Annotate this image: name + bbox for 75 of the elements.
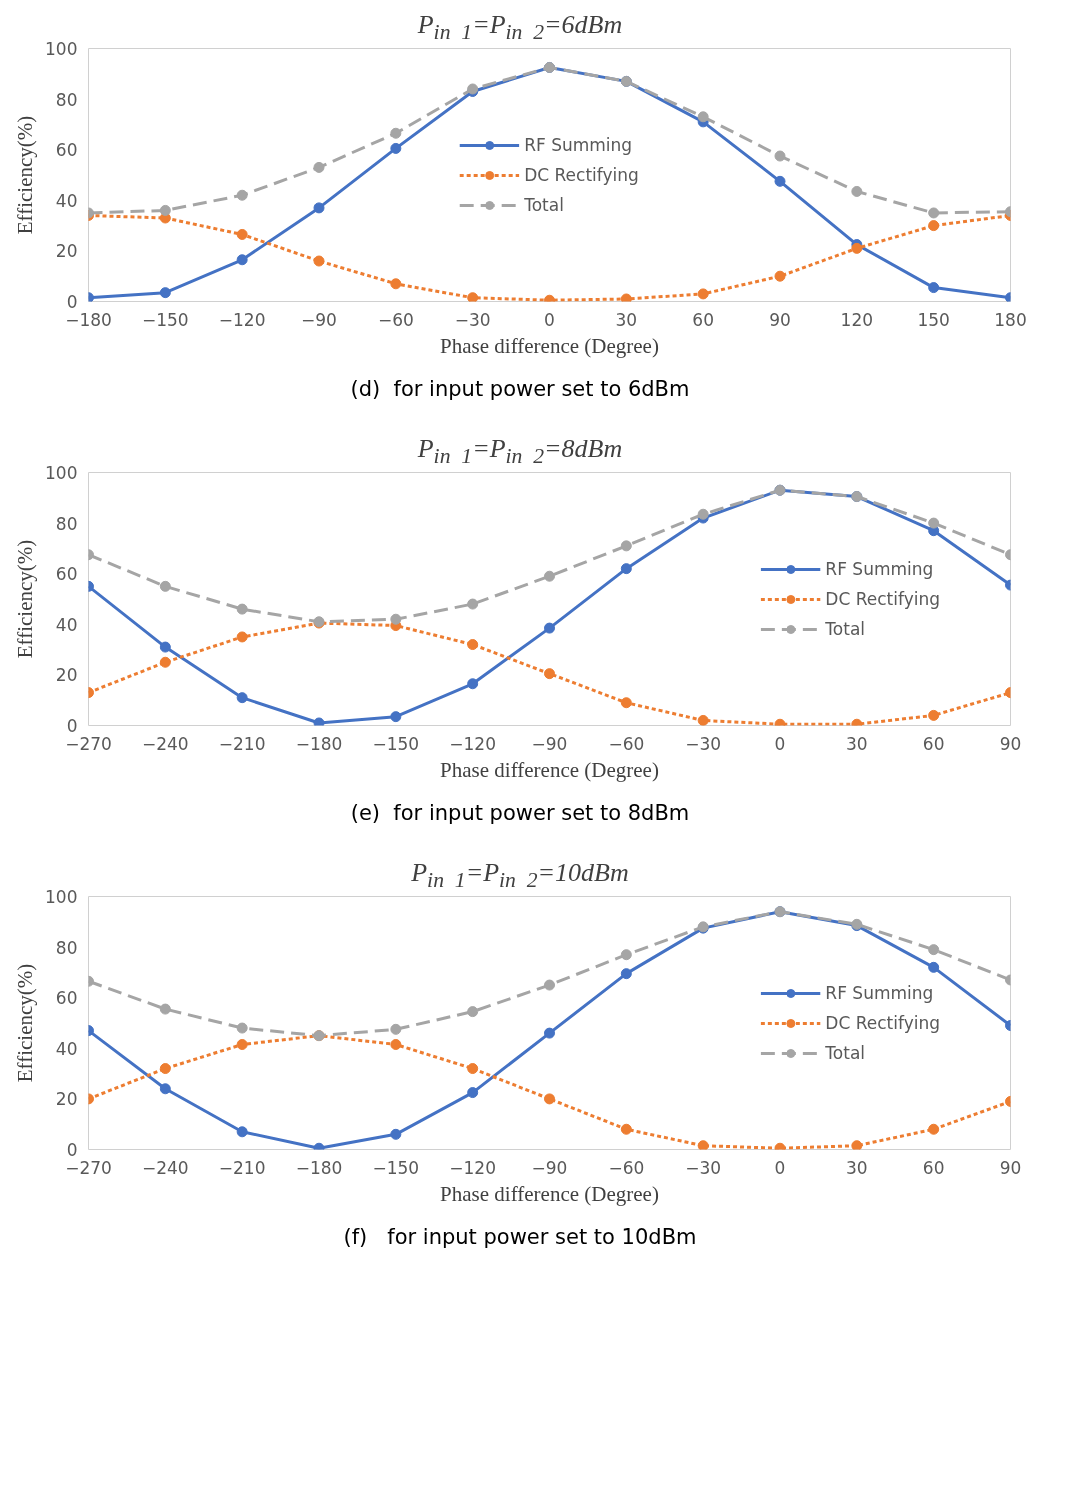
x-tick-label: 0 — [774, 733, 786, 754]
x-tick-label: 180 — [994, 309, 1027, 330]
x-tick-label: −120 — [449, 1157, 497, 1178]
x-tick-label: −150 — [372, 733, 420, 754]
x-tick-label: −60 — [608, 1157, 645, 1178]
y-tick-label: 100 — [45, 39, 78, 59]
y-tick-label: 80 — [55, 937, 78, 958]
legend-label: Total — [524, 194, 564, 215]
x-tick-label: −30 — [685, 1157, 722, 1178]
legend-label: RF Summing — [825, 982, 934, 1003]
legend-label: DC Rectifying — [524, 164, 639, 185]
x-tick-label: −150 — [372, 1157, 420, 1178]
x-tick-label: 60 — [922, 1157, 945, 1178]
x-tick-label: 150 — [917, 309, 950, 330]
x-axis-title: Phase difference (Degree) — [440, 757, 659, 782]
x-tick-label: 120 — [840, 309, 874, 330]
x-tick-label: 90 — [999, 1157, 1022, 1178]
text: (f) for input power set to 10dBm — [342, 1224, 698, 1251]
x-tick-label: −240 — [141, 733, 189, 754]
legend-label: Total — [825, 618, 866, 639]
legend-label: RF Summing — [825, 558, 934, 579]
y-axis-title: Efficiency(%) — [13, 539, 38, 659]
x-tick-label: 30 — [615, 309, 638, 330]
x-tick-label: −210 — [218, 733, 266, 754]
y-tick-label: 0 — [66, 1140, 78, 1160]
x-tick-label: −60 — [377, 309, 414, 330]
y-tick-label: 100 — [45, 887, 78, 907]
x-tick-label: −180 — [295, 1157, 343, 1178]
x-tick-label: −180 — [295, 733, 343, 754]
y-tick-label: 40 — [55, 614, 78, 635]
y-tick-label: 60 — [55, 140, 78, 161]
x-axis-title: Phase difference (Degree) — [440, 333, 659, 358]
y-tick-label: 100 — [45, 463, 78, 483]
x-tick-label: −90 — [301, 309, 337, 330]
y-tick-label: 0 — [66, 292, 78, 312]
text: (e) for input power set to 8dBm — [349, 800, 691, 827]
y-axis-title: Efficiency(%) — [13, 115, 38, 235]
y-tick-label: 40 — [55, 190, 78, 211]
x-tick-label: −90 — [531, 733, 568, 754]
x-tick-label: −180 — [65, 309, 112, 330]
y-tick-label: 20 — [55, 1089, 78, 1110]
x-tick-label: −60 — [608, 733, 645, 754]
y-tick-label: 0 — [66, 716, 78, 736]
x-tick-label: −90 — [531, 1157, 568, 1178]
y-tick-label: 60 — [55, 564, 78, 585]
x-tick-label: 90 — [769, 309, 791, 330]
x-tick-label: −270 — [65, 733, 112, 754]
x-tick-label: 60 — [922, 733, 945, 754]
x-tick-label: −240 — [141, 1157, 189, 1178]
x-tick-label: −30 — [454, 309, 491, 330]
y-tick-label: 20 — [55, 665, 78, 686]
x-tick-label: −30 — [685, 733, 722, 754]
x-tick-label: 0 — [544, 309, 555, 330]
x-tick-label: −120 — [449, 733, 497, 754]
y-tick-label: 60 — [55, 988, 78, 1009]
x-tick-label: −120 — [218, 309, 266, 330]
x-tick-label: 30 — [846, 733, 868, 754]
x-tick-label: 90 — [999, 733, 1022, 754]
y-tick-label: 80 — [55, 89, 78, 110]
y-axis-title: Efficiency(%) — [13, 963, 38, 1083]
x-tick-label: 30 — [846, 1157, 868, 1178]
x-axis-title: Phase difference (Degree) — [440, 1181, 659, 1206]
y-tick-label: 40 — [55, 1038, 78, 1059]
text: (d) for input power set to 6dBm — [349, 376, 691, 403]
x-tick-label: 60 — [692, 309, 714, 330]
legend-label: DC Rectifying — [825, 588, 940, 609]
y-tick-label: 80 — [55, 513, 78, 534]
x-tick-label: 0 — [774, 1157, 786, 1178]
x-tick-label: −150 — [141, 309, 189, 330]
x-tick-label: −210 — [218, 1157, 266, 1178]
legend-label: RF Summing — [524, 134, 633, 155]
legend-label: DC Rectifying — [825, 1012, 940, 1033]
x-tick-label: −270 — [65, 1157, 112, 1178]
legend-label: Total — [825, 1042, 866, 1063]
y-tick-label: 20 — [55, 241, 78, 262]
